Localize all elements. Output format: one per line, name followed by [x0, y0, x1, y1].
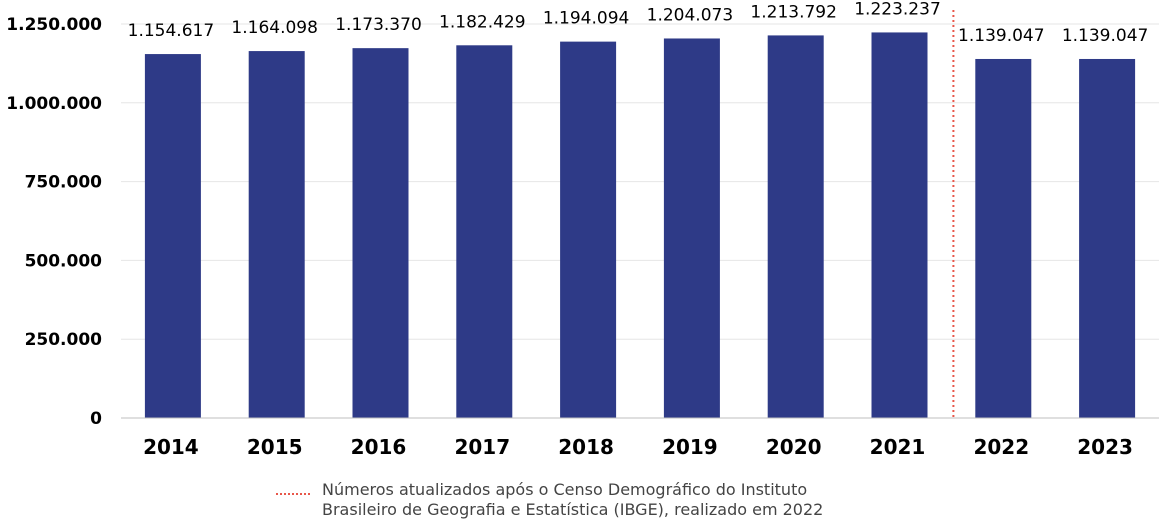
y-tick-label: 1.000.000 [6, 94, 102, 114]
y-axis: 0 250.000 500.000 750.000 1.000.000 1.250.000 [6, 15, 102, 429]
x-tick-label-2019: 2019 [662, 435, 718, 459]
y-tick-label: 1.250.000 [6, 15, 102, 35]
data-label-2017: 1.182.429 [439, 12, 526, 32]
x-tick-label-2018: 2018 [558, 435, 614, 459]
y-tick-label: 750.000 [25, 173, 103, 193]
bars [144, 32, 1136, 419]
legend: Números atualizados após o Censo Demográ… [276, 480, 823, 520]
y-tick-label: 0 [90, 409, 102, 429]
data-label-2016: 1.173.370 [335, 15, 422, 35]
bar-2023 [1079, 58, 1136, 419]
x-tick-label-2022: 2022 [973, 435, 1029, 459]
x-tick-label-2016: 2016 [351, 435, 407, 459]
legend-dotted-line-key [276, 493, 310, 495]
bar-2015 [248, 51, 305, 419]
data-label-2021: 1.223.237 [854, 0, 941, 19]
data-label-2018: 1.194.094 [543, 9, 630, 29]
data-label-2015: 1.164.098 [231, 18, 318, 38]
y-tick-label: 250.000 [25, 330, 103, 350]
data-label-2022: 1.139.047 [958, 26, 1045, 46]
bar-2022 [975, 58, 1032, 419]
bar-2017 [456, 45, 513, 419]
bar-2019 [663, 38, 720, 418]
bar-2014 [144, 54, 201, 418]
legend-text: Números atualizados após o Censo Demográ… [322, 480, 823, 520]
legend-line-1: Números atualizados após o Censo Demográ… [322, 480, 808, 499]
x-axis: 2014 2015 2016 2017 2018 2019 2020 2021 2022 2023 [143, 435, 1133, 459]
data-label-2020: 1.213.792 [750, 2, 837, 22]
data-label-2019: 1.204.073 [647, 5, 734, 25]
data-labels: 1.154.617 1.164.098 1.173.370 1.182.429 1.19… [128, 0, 1149, 46]
data-label-2014: 1.154.617 [128, 21, 215, 41]
legend-line-2: Brasileiro de Geografia e Estatística (I… [322, 500, 824, 519]
bar-2021 [871, 32, 928, 418]
bar-2016 [352, 48, 409, 418]
x-tick-label-2014: 2014 [143, 435, 199, 459]
x-tick-label-2021: 2021 [870, 435, 926, 459]
data-label-2023: 1.139.047 [1062, 26, 1149, 46]
bar-chart: 0 250.000 500.000 750.000 1.000.000 1.250.000… [6, 0, 1159, 459]
y-tick-label: 500.000 [25, 251, 103, 271]
bar-2018 [560, 41, 617, 418]
x-tick-label-2020: 2020 [766, 435, 822, 459]
x-tick-label-2023: 2023 [1077, 435, 1133, 459]
x-tick-label-2017: 2017 [454, 435, 510, 459]
bar-2020 [767, 35, 824, 419]
x-tick-label-2015: 2015 [247, 435, 303, 459]
